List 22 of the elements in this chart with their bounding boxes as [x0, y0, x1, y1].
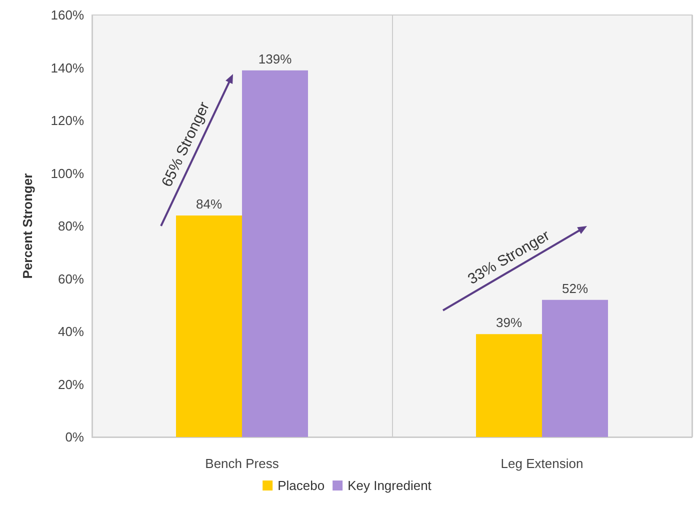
- data-label: 84%: [196, 196, 222, 212]
- data-label: 39%: [496, 315, 522, 330]
- y-axis-title: Percent Stronger: [20, 173, 35, 279]
- y-tick-label: 40%: [58, 324, 84, 339]
- data-label: 52%: [562, 280, 588, 296]
- y-tick-label: 120%: [50, 113, 84, 128]
- bar: [176, 215, 242, 437]
- bar: [242, 70, 308, 437]
- legend-label: Placebo: [278, 478, 325, 493]
- y-tick-label: 0%: [65, 430, 84, 444]
- y-tick-label: 60%: [58, 271, 84, 286]
- bar: [476, 334, 542, 437]
- y-tick-label: 20%: [58, 376, 84, 392]
- bar: [542, 300, 608, 437]
- y-tick-label: 160%: [50, 8, 84, 22]
- legend-label: Key Ingredient: [348, 478, 432, 493]
- data-label: 139%: [258, 51, 292, 66]
- y-tick-label: 100%: [50, 166, 84, 181]
- x-tick-label: Leg Extension: [500, 456, 584, 471]
- x-tick-label: Bench Press: [205, 456, 280, 471]
- y-tick-label: 140%: [50, 60, 84, 76]
- y-tick-label: 80%: [58, 218, 84, 234]
